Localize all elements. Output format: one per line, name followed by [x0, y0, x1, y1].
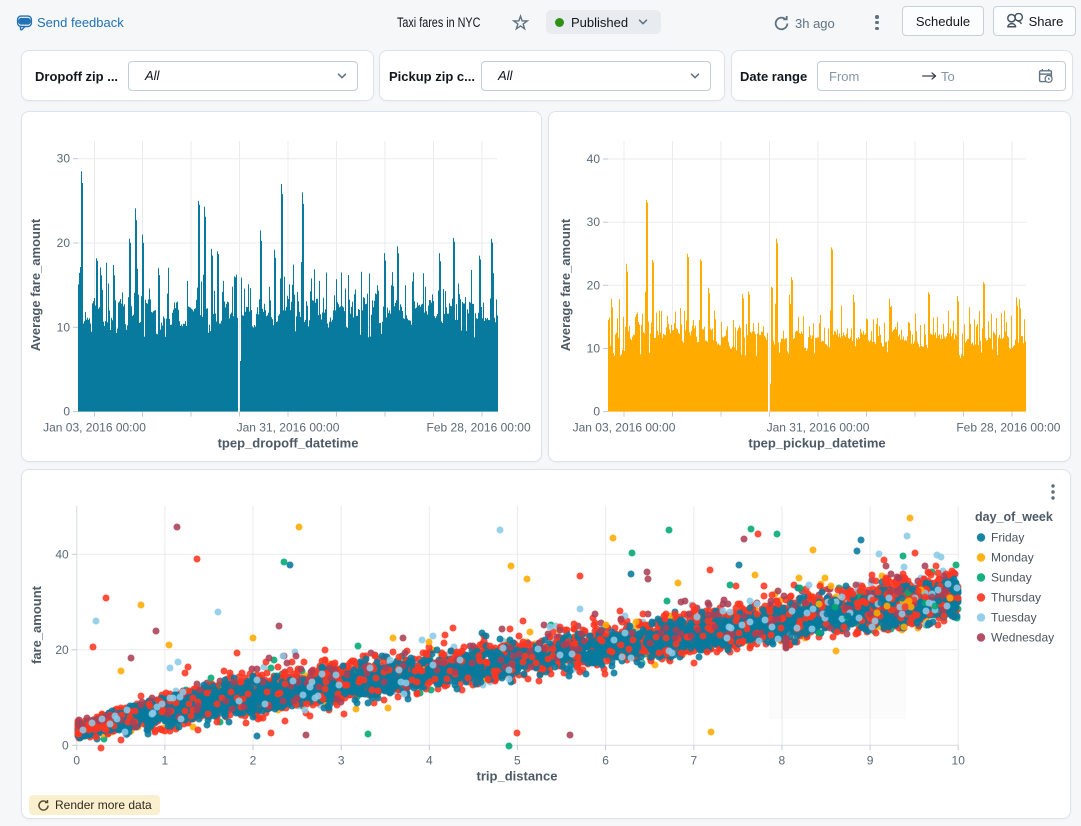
- svg-text:tpep_dropoff_datetime: tpep_dropoff_datetime: [218, 436, 359, 451]
- svg-text:Average fare_amount: Average fare_amount: [28, 218, 43, 351]
- svg-text:Jan 03, 2016 00:00: Jan 03, 2016 00:00: [43, 421, 146, 435]
- svg-text:10: 10: [57, 320, 71, 334]
- svg-text:20: 20: [587, 278, 601, 292]
- svg-text:0: 0: [63, 405, 70, 419]
- svg-text:Feb 28, 2016 00:00: Feb 28, 2016 00:00: [427, 421, 531, 435]
- svg-text:Average fare_amount: Average fare_amount: [558, 218, 573, 351]
- svg-text:40: 40: [587, 152, 601, 166]
- svg-text:0: 0: [593, 405, 600, 419]
- svg-text:Jan 03, 2016 00:00: Jan 03, 2016 00:00: [573, 421, 676, 435]
- svg-text:Jan 31, 2016 00:00: Jan 31, 2016 00:00: [237, 421, 340, 435]
- svg-text:30: 30: [587, 215, 601, 229]
- svg-text:10: 10: [587, 342, 601, 356]
- svg-text:20: 20: [57, 236, 71, 250]
- svg-text:Feb 28, 2016 00:00: Feb 28, 2016 00:00: [956, 421, 1060, 435]
- svg-text:Jan 31, 2016 00:00: Jan 31, 2016 00:00: [767, 421, 870, 435]
- svg-text:tpep_pickup_datetime: tpep_pickup_datetime: [748, 436, 885, 451]
- svg-text:30: 30: [57, 152, 71, 166]
